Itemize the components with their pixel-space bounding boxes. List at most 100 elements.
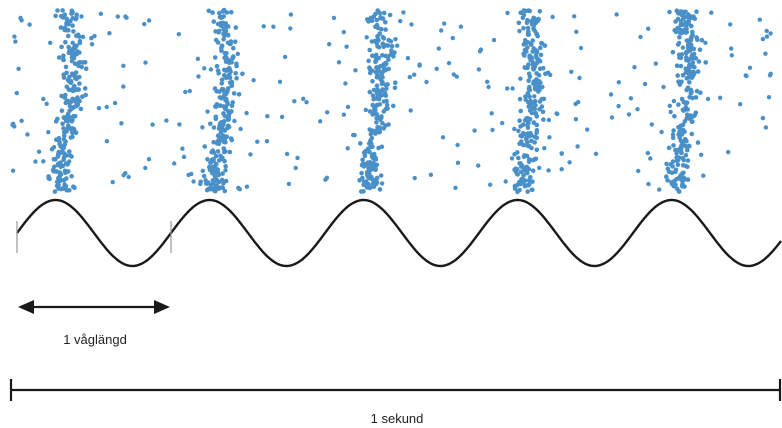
particle-dense [693, 56, 699, 61]
particle-sparse [232, 118, 237, 124]
particle-dense [686, 57, 692, 62]
particle-dense [358, 141, 363, 146]
particle-dense [61, 57, 66, 63]
particle-dense [57, 141, 62, 147]
particle-sparse [676, 40, 682, 46]
particle-sparse [546, 117, 552, 123]
particle-dense [230, 100, 235, 105]
particle-dense [219, 81, 224, 86]
particle-sparse [646, 26, 651, 31]
particle-dense [527, 157, 532, 162]
particle-sparse [220, 185, 225, 190]
particle-dense [675, 147, 681, 153]
particle-dense [527, 8, 532, 14]
particle-dense [692, 113, 697, 118]
particle-sparse [282, 54, 288, 60]
particle-sparse [440, 135, 446, 140]
particle-dense [369, 39, 375, 44]
particle-sparse [271, 24, 276, 29]
particle-sparse [172, 161, 177, 166]
particle-dense [675, 162, 681, 167]
particle-sparse [671, 98, 677, 104]
particle-sparse [301, 96, 306, 102]
particle-dense [519, 164, 524, 169]
particle-dense [240, 71, 245, 77]
particle-sparse [345, 146, 350, 151]
particle-sparse [213, 189, 218, 194]
particle-dense [220, 126, 226, 132]
particle-sparse [370, 68, 375, 73]
particle-dense [75, 95, 80, 100]
particle-dense [535, 33, 540, 39]
particle-dense [695, 140, 701, 145]
particle-dense [533, 103, 538, 108]
particle-sparse [77, 98, 82, 104]
particle-dense [221, 181, 226, 186]
particle-dense [675, 73, 680, 78]
particle-sparse [763, 125, 769, 130]
particle-sparse [89, 36, 94, 41]
particle-sparse [288, 12, 294, 17]
particle-dense [534, 147, 540, 153]
particle-sparse [573, 101, 578, 107]
particle-sparse [295, 155, 300, 161]
particle-sparse [701, 173, 706, 178]
particle-dense [63, 129, 68, 134]
particle-dense [671, 143, 676, 148]
particle-dense [526, 178, 532, 183]
particle-dense [692, 70, 697, 75]
particle-sparse [405, 55, 411, 61]
particle-sparse [446, 60, 452, 66]
particle-dense [391, 54, 396, 59]
particle-dense [66, 87, 72, 92]
particle-dense [62, 12, 68, 17]
particle-dense [227, 80, 233, 85]
particle-dense [77, 60, 83, 65]
particle-dense [691, 46, 697, 52]
particle-dense [672, 113, 677, 119]
particle-sparse [121, 63, 126, 68]
particle-sparse [36, 149, 42, 154]
particle-dense [220, 14, 225, 20]
particle-dense [374, 112, 380, 117]
particle-sparse [55, 153, 61, 158]
particle-dense [224, 51, 229, 56]
particle-sparse [642, 81, 648, 87]
particle-dense [384, 102, 390, 108]
particle-sparse [44, 101, 49, 107]
particle-sparse [341, 112, 347, 117]
particle-sparse [439, 28, 444, 33]
particle-dense [220, 9, 226, 14]
particle-dense [695, 69, 701, 74]
particle-dense [526, 62, 531, 67]
particle-dense [679, 171, 685, 177]
particle-sparse [16, 66, 21, 72]
particle-dense [526, 143, 532, 149]
particle-sparse [212, 164, 218, 169]
particle-dense [222, 33, 227, 38]
particle-sparse [384, 86, 389, 91]
particle-sparse [104, 139, 110, 144]
particle-dense [376, 64, 382, 70]
particle-dense [221, 36, 226, 42]
particle-dense [680, 163, 686, 168]
particle-dense [373, 58, 379, 64]
particle-sparse [676, 132, 681, 137]
particle-dense [541, 117, 546, 122]
particle-dense [216, 141, 222, 146]
particle-dense [233, 25, 239, 30]
particle-dense [223, 91, 228, 97]
particle-dense [525, 25, 531, 31]
particle-dense [70, 96, 75, 102]
particle-dense [73, 75, 78, 81]
one-second-label: 1 sekund [370, 411, 424, 426]
particle-dense [383, 27, 388, 32]
particle-dense [518, 10, 523, 15]
particle-sparse [265, 114, 270, 119]
particle-dense [674, 63, 680, 68]
particle-dense [525, 90, 531, 96]
particle-dense [236, 92, 242, 97]
particle-dense [219, 77, 225, 83]
particle-dense [666, 169, 672, 175]
particle-sparse [760, 115, 766, 121]
